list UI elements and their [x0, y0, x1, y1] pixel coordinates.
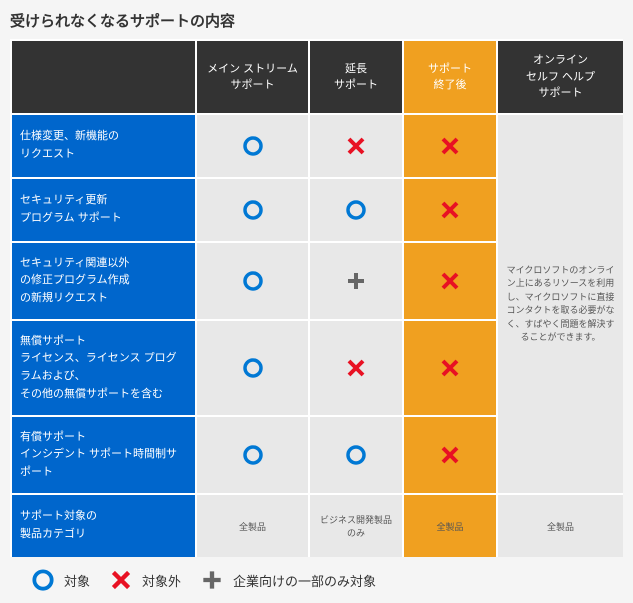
header-mainstream: メイン ストリームサポート: [195, 39, 308, 113]
cell-mainstream-5: 全製品: [195, 493, 308, 557]
header-end: サポート終了後: [402, 39, 496, 113]
cell-end-4: [402, 415, 496, 493]
cell-end-3: [402, 319, 496, 415]
cell-mainstream-0: [195, 113, 308, 177]
row-label-5: サポート対象の製品カテゴリ: [10, 493, 195, 557]
legend-item-plus: 企業向けの一部のみ対象: [199, 567, 376, 593]
page-title: 受けられなくなるサポートの内容: [10, 10, 623, 31]
online-description: マイクロソフトのオンライン上にあるリソースを利用し、マイクロソフトに直接コンタク…: [496, 113, 623, 493]
legend-item-circle: 対象: [30, 567, 90, 593]
cell-mainstream-1: [195, 177, 308, 241]
cell-end-2: [402, 241, 496, 319]
row-label-0: 仕様変更、新機能のリクエスト: [10, 113, 195, 177]
cell-online-footer: 全製品: [496, 493, 623, 557]
row-label-3: 無償サポートライセンス、ライセンス プログラムおよび、その他の無償サポートを含む: [10, 319, 195, 415]
row-label-1: セキュリティ更新プログラム サポート: [10, 177, 195, 241]
cell-mainstream-3: [195, 319, 308, 415]
header-extended: 延長サポート: [308, 39, 402, 113]
support-table: 仕様変更、新機能のリクエストセキュリティ更新プログラム サポートセキュリティ関連…: [10, 39, 623, 557]
header-empty: [10, 39, 195, 113]
legend-label: 対象外: [142, 571, 181, 590]
row-label-2: セキュリティ関連以外の修正プログラム作成の新規リクエスト: [10, 241, 195, 319]
cell-extended-5: ビジネス開発製品のみ: [308, 493, 402, 557]
cell-end-0: [402, 113, 496, 177]
cell-extended-2: [308, 241, 402, 319]
legend-label: 企業向けの一部のみ対象: [233, 571, 376, 590]
row-label-4: 有償サポートインシデント サポート時間制サポート: [10, 415, 195, 493]
legend-item-cross: 対象外: [108, 567, 181, 593]
cell-end-5: 全製品: [402, 493, 496, 557]
legend: 対象 対象外 企業向けの一部のみ対象: [10, 567, 623, 593]
cell-mainstream-2: [195, 241, 308, 319]
cell-extended-3: [308, 319, 402, 415]
header-online: オンラインセルフ ヘルプサポート: [496, 39, 623, 113]
cell-end-1: [402, 177, 496, 241]
cell-extended-0: [308, 113, 402, 177]
cell-extended-4: [308, 415, 402, 493]
cell-mainstream-4: [195, 415, 308, 493]
cell-extended-1: [308, 177, 402, 241]
legend-label: 対象: [64, 571, 90, 590]
